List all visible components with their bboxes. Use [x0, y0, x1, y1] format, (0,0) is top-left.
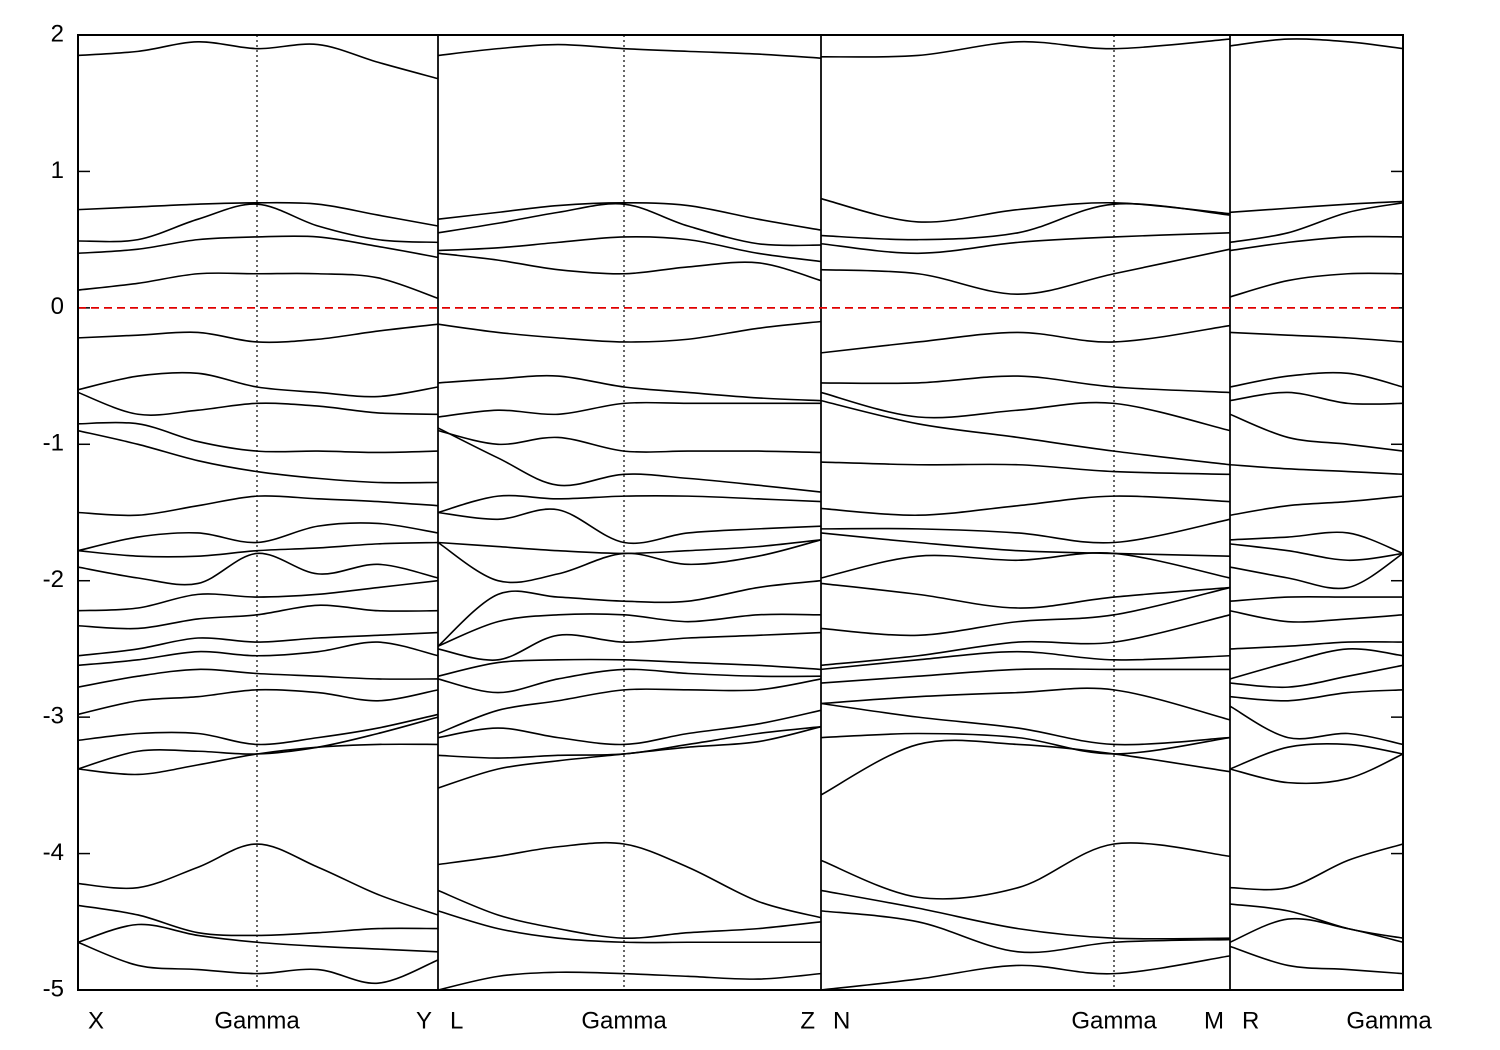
x-tick-label: X [88, 1007, 104, 1034]
band [78, 725, 1403, 796]
bands [78, 38, 1403, 990]
band [78, 427, 1403, 493]
band [78, 678, 1403, 735]
y-tick-label: 0 [51, 293, 64, 320]
x-tick-label: Gamma [1346, 1007, 1432, 1034]
band [78, 494, 1403, 517]
band [78, 641, 1403, 680]
band [78, 371, 1403, 402]
band [78, 889, 1403, 940]
band [78, 399, 1403, 466]
band [78, 614, 1403, 667]
band [78, 910, 1403, 954]
x-tick-label: Gamma [1071, 1007, 1157, 1034]
x-tick-label: Gamma [214, 1007, 300, 1034]
y-tick-label: -1 [43, 430, 64, 457]
x-tick-label: M [1204, 1007, 1224, 1034]
band [78, 664, 1403, 694]
x-tick-label: R [1242, 1007, 1259, 1034]
band [78, 586, 1403, 647]
band [78, 38, 1403, 80]
band [78, 320, 1403, 354]
x-tick-label: N [833, 1007, 850, 1034]
y-tick-label: 1 [51, 157, 64, 184]
band [78, 248, 1403, 300]
y-tick-label: -2 [43, 566, 64, 593]
x-tick-label: L [450, 1007, 463, 1034]
x-tick-label: Y [416, 1007, 432, 1034]
band [78, 391, 1403, 432]
band [78, 579, 1403, 647]
y-tick-label: -5 [43, 975, 64, 1002]
x-tick-label: Gamma [581, 1007, 667, 1034]
band [78, 232, 1403, 263]
y-tick-label: 2 [51, 20, 64, 47]
y-tick-label: -3 [43, 702, 64, 729]
x-tick-label: Z [800, 1007, 815, 1034]
y-tick-label: -4 [43, 839, 64, 866]
band [78, 197, 1403, 231]
band [78, 539, 1403, 590]
band [78, 841, 1403, 919]
plot-frame [77, 34, 1404, 991]
band [78, 202, 1403, 247]
band [78, 941, 1403, 990]
band [78, 508, 1403, 555]
band [78, 702, 1403, 746]
